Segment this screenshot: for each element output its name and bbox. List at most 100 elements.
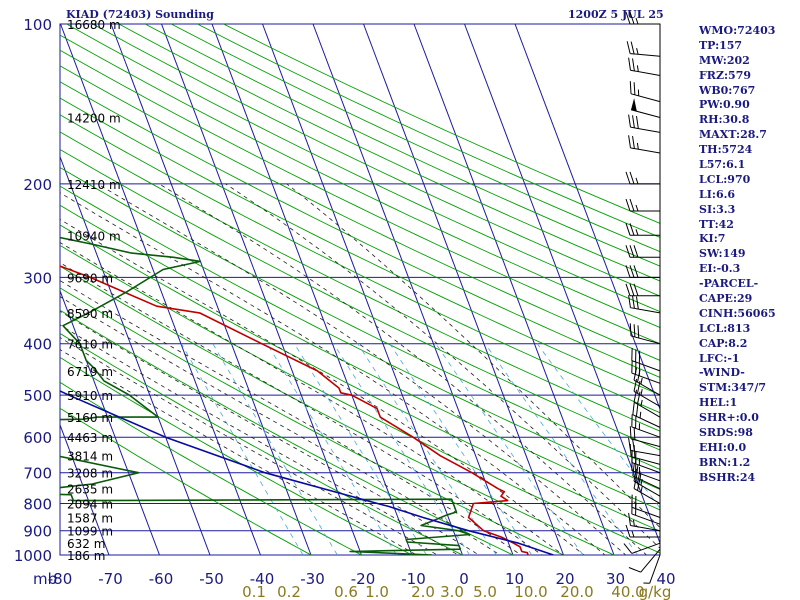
isotherm	[262, 24, 463, 555]
temp-tick-label: -30	[300, 570, 325, 588]
index-item: EI:-0.3	[699, 262, 741, 276]
wind-barb	[626, 41, 661, 57]
dewpoint-profile	[60, 236, 471, 555]
mixing-ratio-label: 10.0	[514, 583, 547, 600]
wind-barb	[628, 512, 661, 532]
mixing-ratio-line	[212, 343, 338, 555]
wind-barb	[625, 11, 660, 25]
wind-barb	[625, 283, 660, 297]
isotherm	[464, 24, 660, 545]
isotherm	[161, 24, 362, 555]
dry-adiabat	[144, 24, 660, 267]
height-label: 8590 m	[67, 307, 113, 321]
dry-adiabat	[60, 49, 660, 345]
mixing-ratio-label: 0.6	[334, 583, 358, 600]
temp-tick-label: 20	[555, 570, 574, 588]
temp-tick-label: -10	[401, 570, 426, 588]
index-item: TT:42	[699, 217, 734, 231]
wind-barb	[631, 414, 661, 438]
temp-tick-label: -60	[149, 570, 174, 588]
sounding-indices-list: WMO:72403 TP:157 MW:202 FRZ:579 WB0:767 PW:0.…	[699, 24, 776, 486]
mixing-ratio-label: 1.0	[365, 583, 389, 600]
mixing-ratio-line	[333, 343, 471, 555]
index-item: LCL:813	[699, 321, 751, 335]
isotherm	[60, 423, 110, 555]
wind-barb	[625, 171, 660, 185]
mixing-ratio-label: g/kg	[639, 583, 672, 600]
units-label: mb	[33, 570, 57, 588]
dry-adiabat	[60, 97, 660, 396]
height-label: 7610 m	[67, 338, 113, 352]
temp-tick-label: -50	[199, 570, 224, 588]
pressure-label-600: 600	[23, 429, 52, 447]
height-label: 1099 m	[67, 525, 113, 539]
index-item: LCL:970	[699, 172, 751, 186]
height-label: 3208 m	[67, 467, 113, 481]
index-item: -WIND-	[699, 366, 745, 380]
isotherm	[60, 24, 261, 555]
moist-adiabat	[60, 280, 522, 555]
wind-barb	[625, 245, 660, 258]
wind-barb	[628, 437, 661, 457]
wind-barb	[632, 463, 661, 490]
profile-layer	[60, 236, 554, 555]
moist-adiabat	[158, 183, 647, 555]
wind-barb	[625, 198, 660, 212]
index-item: PW:0.90	[699, 98, 750, 112]
isotherm	[312, 24, 514, 555]
wind-barb	[643, 554, 661, 584]
wind-barb	[628, 135, 661, 154]
moist-adiabat	[60, 192, 606, 555]
dry-adiabat	[92, 24, 660, 297]
pressure-label-800: 800	[23, 496, 52, 514]
dry-adiabat	[60, 407, 312, 555]
wind-barb	[628, 295, 661, 314]
dry-adiabat	[60, 287, 565, 555]
dry-adiabat	[60, 166, 660, 470]
pressure-label-200: 200	[23, 176, 52, 194]
index-item: CINH:56065	[699, 306, 776, 320]
moist-adiabat	[225, 183, 660, 549]
height-label: 5910 m	[67, 389, 113, 403]
moist-adiabat	[60, 296, 501, 555]
wind-barb	[630, 98, 661, 118]
mixing-ratio-label: 0.1	[242, 583, 266, 600]
mixing-ratio-line	[435, 343, 584, 555]
temp-tick-label: 0	[459, 570, 469, 588]
dry-adiabat	[60, 185, 660, 490]
parcel-profile	[60, 390, 554, 555]
mixing-ratio-line	[181, 343, 304, 555]
mixing-ratio-line	[293, 343, 427, 555]
station-title: KIAD (72403) Sounding	[66, 8, 214, 21]
wind-barb	[631, 360, 661, 384]
wind-barb	[629, 81, 661, 103]
index-item: EHI:0.0	[699, 440, 747, 454]
isotherm	[514, 24, 660, 411]
dry-adiabat	[60, 381, 363, 555]
dry-adiabat	[118, 24, 660, 282]
index-item: KI:7	[699, 232, 726, 246]
height-label: 6719 m	[67, 365, 113, 379]
height-label: 2094 m	[67, 498, 113, 512]
pressure-label-400: 400	[23, 336, 52, 354]
height-label: 5160 m	[67, 411, 113, 425]
pressure-label-900: 900	[23, 523, 52, 541]
index-item: CAPE:29	[699, 292, 753, 306]
height-label: 14200 m	[67, 112, 121, 126]
temperature-profile	[60, 265, 529, 555]
isotherm	[211, 24, 413, 555]
mixing-ratio-line	[389, 343, 533, 555]
moist-adiabat	[97, 183, 627, 555]
index-item: RH:30.8	[699, 113, 750, 127]
index-item: CAP:8.2	[699, 336, 748, 350]
wind-barb	[632, 402, 661, 428]
height-label: 16680 m	[67, 18, 121, 32]
dry-adiabat	[66, 24, 660, 313]
index-item: MW:202	[699, 53, 750, 67]
dry-adiabat	[60, 65, 660, 361]
wind-barb	[628, 548, 661, 573]
wind-barb	[629, 323, 661, 345]
isotherm	[0, 24, 8, 555]
